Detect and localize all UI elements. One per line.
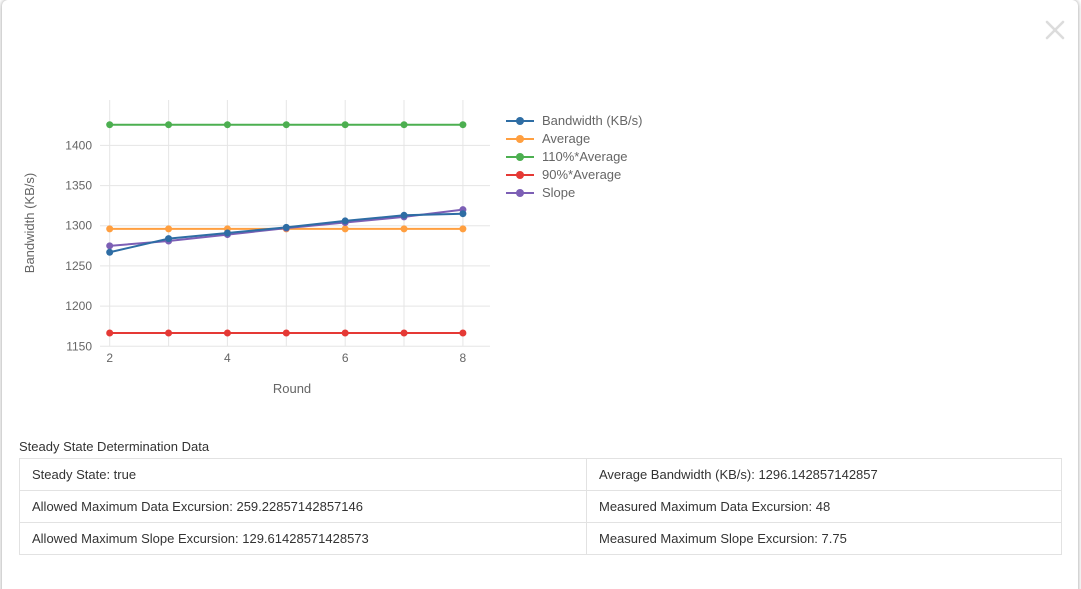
svg-text:1250: 1250 (65, 259, 92, 273)
svg-text:Round: Round (273, 381, 311, 396)
svg-text:1150: 1150 (66, 339, 92, 353)
svg-text:Bandwidth (KB/s): Bandwidth (KB/s) (22, 173, 37, 273)
svg-text:1350: 1350 (65, 179, 92, 193)
svg-text:8: 8 (460, 351, 467, 365)
svg-text:2: 2 (106, 351, 113, 365)
svg-text:1300: 1300 (65, 219, 92, 233)
svg-text:1200: 1200 (65, 299, 92, 313)
svg-text:1400: 1400 (65, 138, 92, 152)
svg-text:4: 4 (224, 351, 231, 365)
svg-text:6: 6 (342, 351, 349, 365)
